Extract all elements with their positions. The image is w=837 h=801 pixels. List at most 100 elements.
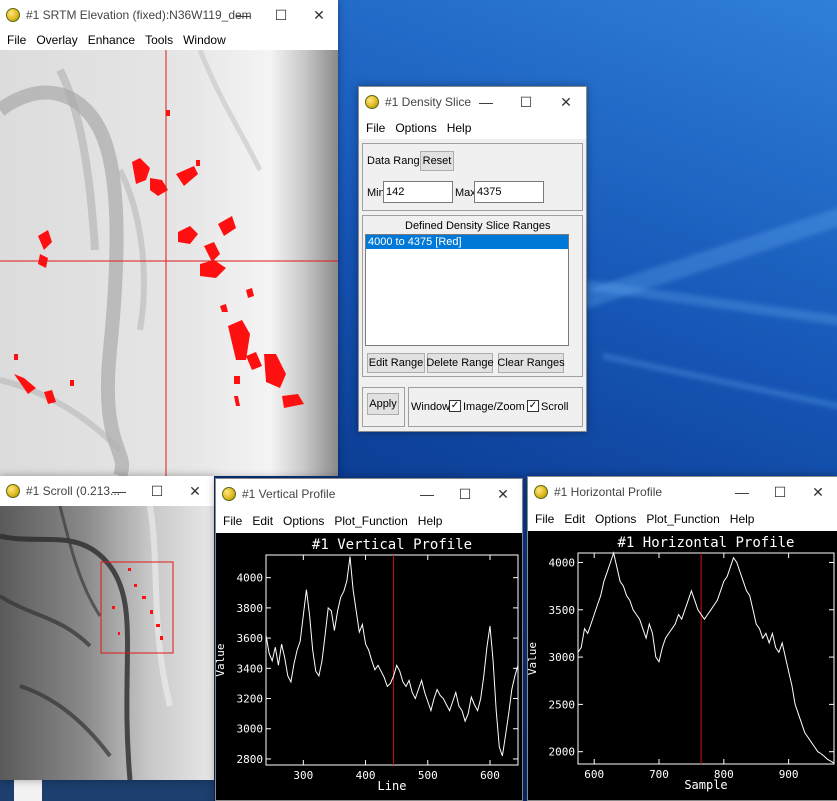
envi-app-icon xyxy=(534,485,548,499)
min-label: Min xyxy=(367,187,385,199)
delete-range-button[interactable]: Delete Range xyxy=(426,353,494,373)
menu-tools[interactable]: Tools xyxy=(145,33,174,47)
apply-group xyxy=(362,387,405,427)
envi-app-icon xyxy=(222,487,236,501)
menu-help[interactable]: Help xyxy=(446,121,472,135)
main-window-title: #1 SRTM Elevation (fixed):N36W119_dem xyxy=(26,8,252,22)
close-icon[interactable]: ✕ xyxy=(313,6,325,23)
horizontal-profile-title: #1 Horizontal Profile xyxy=(554,485,663,499)
taskbar-button[interactable] xyxy=(14,780,42,801)
y-tick-label: 3800 xyxy=(237,602,264,615)
maximize-icon[interactable]: ☐ xyxy=(519,93,533,110)
menu-edit[interactable]: Edit xyxy=(252,514,274,528)
y-tick-label: 3000 xyxy=(237,723,264,736)
menu-enhance[interactable]: Enhance xyxy=(87,33,136,47)
y-tick-label: 4000 xyxy=(237,572,264,585)
menu-overlay[interactable]: Overlay xyxy=(36,33,78,47)
main-window-titlebar[interactable]: #1 SRTM Elevation (fixed):N36W119_dem — … xyxy=(0,0,338,30)
menu-plot-function[interactable]: Plot_Function xyxy=(646,512,720,526)
vertical-profile-titlebar[interactable]: #1 Vertical Profile — ☐ ✕ xyxy=(216,479,522,509)
main-image-window: #1 SRTM Elevation (fixed):N36W119_dem — … xyxy=(0,0,338,476)
apply-button[interactable]: Apply xyxy=(367,393,399,415)
profile-series-line xyxy=(265,556,519,757)
density-slice-titlebar[interactable]: #1 Density Slice — ☐ ✕ xyxy=(359,87,586,117)
desktop-light-beam xyxy=(580,279,837,331)
close-icon[interactable]: ✕ xyxy=(812,483,824,500)
plot-title: #1 Horizontal Profile xyxy=(617,535,794,551)
reset-button[interactable]: Reset xyxy=(420,151,454,171)
maximize-icon[interactable]: ☐ xyxy=(458,485,472,502)
image-zoom-label: Image/Zoom xyxy=(463,401,525,413)
scroll-checkbox[interactable]: ✓ xyxy=(527,400,539,412)
desktop-light-beam xyxy=(602,353,837,413)
menu-file[interactable]: File xyxy=(223,514,243,528)
max-field[interactable]: 4375 xyxy=(474,181,544,203)
envi-app-icon xyxy=(365,95,379,109)
y-tick-label: 2500 xyxy=(549,698,576,711)
x-tick-label: 400 xyxy=(356,769,376,782)
x-axis-label: Line xyxy=(378,779,407,793)
minimize-icon[interactable]: — xyxy=(420,486,434,502)
minimize-icon[interactable]: — xyxy=(236,7,250,23)
menu-options[interactable]: Options xyxy=(595,512,637,526)
y-tick-label: 3600 xyxy=(237,632,264,645)
vertical-profile-window: #1 Vertical Profile — ☐ ✕ File Edit Opti… xyxy=(215,478,523,801)
ranges-list[interactable]: 4000 to 4375 [Red] xyxy=(365,234,569,346)
scroll-label: Scroll xyxy=(541,401,569,413)
minimize-icon[interactable]: — xyxy=(479,94,493,110)
y-axis-label: Value xyxy=(216,643,227,676)
x-tick-label: 700 xyxy=(649,768,669,781)
close-icon[interactable]: ✕ xyxy=(560,93,572,110)
ranges-header: Defined Density Slice Ranges xyxy=(405,220,551,232)
envi-app-icon xyxy=(6,484,20,498)
menu-edit[interactable]: Edit xyxy=(564,512,586,526)
menu-help[interactable]: Help xyxy=(417,514,443,528)
y-tick-label: 3000 xyxy=(549,651,576,664)
horizontal-profile-chart: #1 Horizontal Profile 2000 2500 3000 3500 400… xyxy=(528,535,835,792)
maximize-icon[interactable]: ☐ xyxy=(150,482,164,499)
x-tick-label: 600 xyxy=(480,769,500,782)
menu-plot-function[interactable]: Plot_Function xyxy=(334,514,408,528)
plot-frame xyxy=(265,554,519,766)
minimize-icon[interactable]: — xyxy=(112,483,126,499)
horizontal-profile-plot-area[interactable]: #1 Horizontal Profile 2000 2500 3000 3500 400… xyxy=(528,531,837,800)
menu-file[interactable]: File xyxy=(535,512,555,526)
edit-range-button[interactable]: Edit Range xyxy=(367,353,425,373)
x-tick-label: 800 xyxy=(714,768,734,781)
vertical-profile-title: #1 Vertical Profile xyxy=(242,487,336,501)
menu-help[interactable]: Help xyxy=(729,512,755,526)
vertical-profile-plot-area[interactable]: #1 Vertical Profile 2800 3000 3200 3400 3600 3… xyxy=(216,533,522,800)
menu-file[interactable]: File xyxy=(7,33,27,47)
clear-ranges-button[interactable]: Clear Ranges xyxy=(497,353,565,373)
x-tick-label: 900 xyxy=(779,768,799,781)
x-tick-label: 300 xyxy=(293,769,313,782)
menu-window[interactable]: Window xyxy=(183,33,226,47)
elevation-image[interactable] xyxy=(0,50,338,476)
y-axis-label: Value xyxy=(528,642,539,675)
close-icon[interactable]: ✕ xyxy=(189,482,201,499)
close-icon[interactable]: ✕ xyxy=(497,485,509,502)
y-tick-label: 3200 xyxy=(237,693,264,706)
maximize-icon[interactable]: ☐ xyxy=(274,6,288,23)
max-label: Max xyxy=(455,187,476,199)
density-slice-window: #1 Density Slice — ☐ ✕ File Options Help… xyxy=(358,86,587,432)
horizontal-profile-window: #1 Horizontal Profile — ☐ ✕ File Edit Op… xyxy=(527,476,837,801)
y-tick-label: 2000 xyxy=(549,746,576,759)
menu-options[interactable]: Options xyxy=(395,121,437,135)
ranges-group xyxy=(362,215,583,377)
menu-file[interactable]: File xyxy=(366,121,386,135)
envi-app-icon xyxy=(6,8,20,22)
menu-options[interactable]: Options xyxy=(283,514,325,528)
range-item[interactable]: 4000 to 4375 [Red] xyxy=(366,235,568,249)
scroll-overview-image[interactable] xyxy=(0,506,214,780)
horizontal-profile-titlebar[interactable]: #1 Horizontal Profile — ☐ ✕ xyxy=(528,477,837,507)
minimize-icon[interactable]: — xyxy=(735,484,749,500)
density-slice-red-areas xyxy=(14,110,304,408)
min-field[interactable]: 142 xyxy=(383,181,453,203)
maximize-icon[interactable]: ☐ xyxy=(773,483,787,500)
scroll-window-titlebar[interactable]: #1 Scroll (0.213... — ☐ ✕ xyxy=(0,476,214,506)
window-label: Window xyxy=(411,401,451,413)
image-zoom-checkbox[interactable]: ✓ xyxy=(449,400,461,412)
density-slice-title: #1 Density Slice xyxy=(385,95,472,109)
y-tick-label: 3500 xyxy=(549,604,576,617)
